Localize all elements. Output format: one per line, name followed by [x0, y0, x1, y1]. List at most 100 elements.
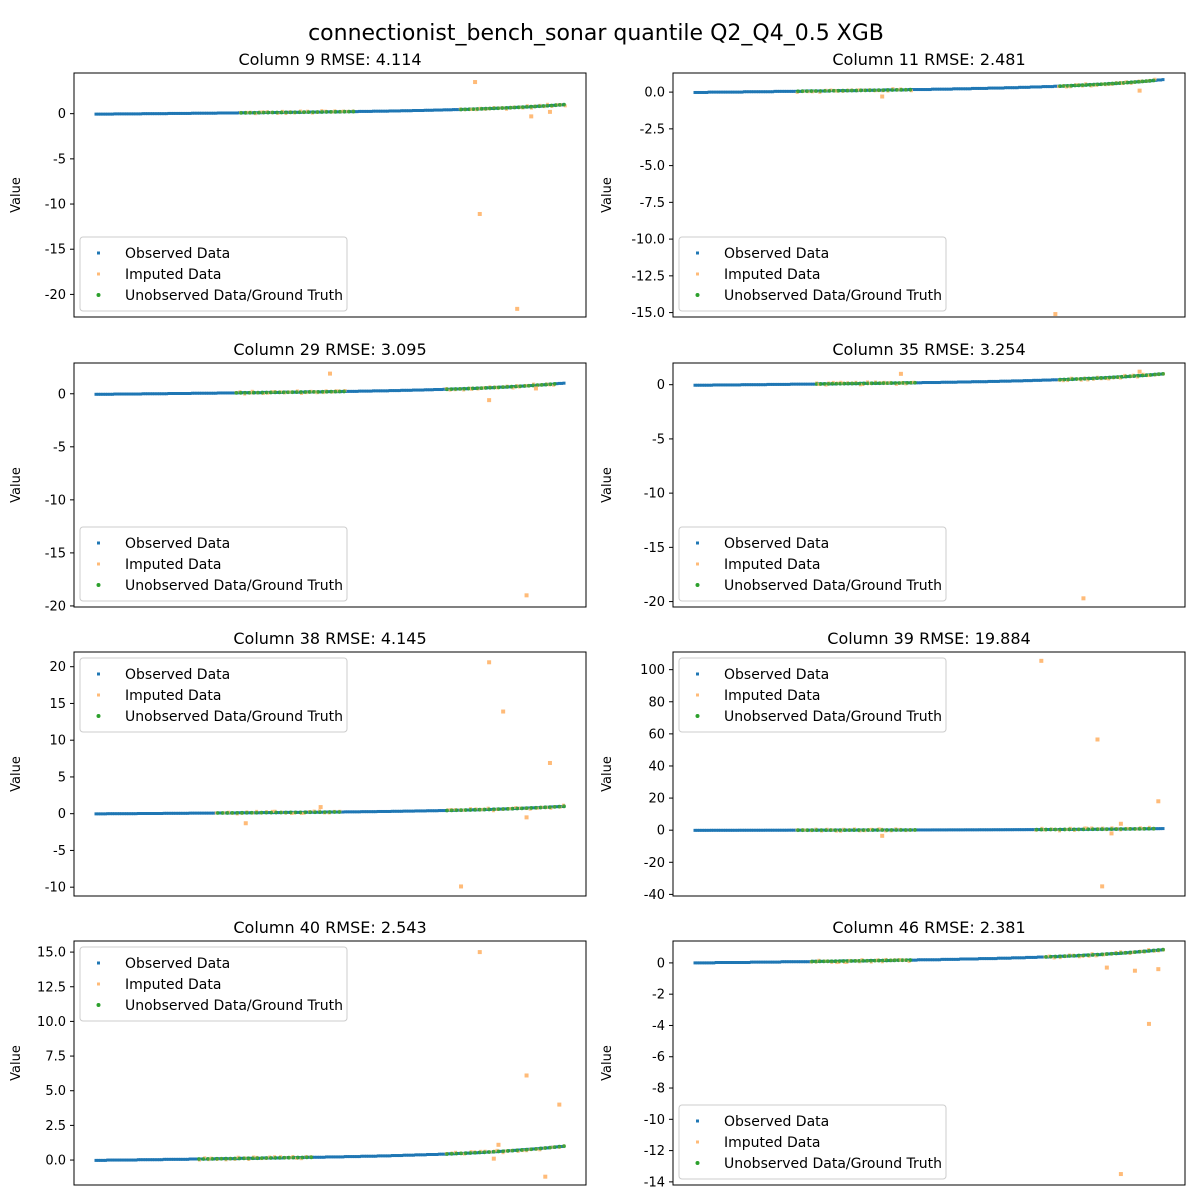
subplot-title: Column 38 RMSE: 4.145: [233, 629, 426, 648]
unobserved-point: [496, 1149, 501, 1154]
observed-point: [1159, 78, 1163, 82]
unobserved-point: [1137, 826, 1142, 831]
observed-point: [296, 810, 300, 814]
imputed-outlier: [1137, 88, 1142, 93]
observed-point: [782, 382, 786, 386]
observed-point: [933, 828, 937, 832]
unobserved-point: [250, 1156, 255, 1161]
observed-point: [1027, 828, 1031, 832]
observed-point: [780, 960, 784, 964]
subplot-title: Column 11 RMSE: 2.481: [832, 50, 1025, 69]
unobserved-point: [857, 958, 862, 963]
observed-point: [174, 392, 178, 395]
observed-point: [980, 828, 984, 832]
observed-point: [143, 112, 147, 116]
legend-label-unobserved: Unobserved Data/Ground Truth: [724, 288, 942, 304]
observed-point: [1018, 828, 1022, 832]
observed-point: [348, 810, 352, 814]
unobserved-point: [463, 107, 468, 112]
observed-point: [193, 1157, 197, 1161]
observed-point: [430, 809, 434, 813]
observed-point: [435, 108, 439, 112]
observed-point: [202, 811, 206, 815]
y-axis-label: Value: [600, 1045, 615, 1081]
observed-point: [980, 86, 984, 90]
observed-point: [390, 1154, 394, 1158]
observed-point: [169, 392, 173, 395]
unobserved-point: [491, 807, 496, 812]
observed-point: [188, 392, 192, 395]
observed-point: [190, 811, 194, 815]
observed-point: [160, 112, 164, 116]
unobserved-point: [463, 1151, 468, 1156]
unobserved-point: [509, 384, 514, 389]
observed-point: [207, 391, 211, 395]
observed-point: [1149, 827, 1153, 831]
unobserved-point: [829, 959, 834, 964]
legend-box: [678, 657, 947, 733]
observed-point: [789, 89, 793, 93]
observed-point: [1008, 86, 1012, 90]
observed-point: [780, 89, 784, 93]
observed-point: [150, 1158, 154, 1162]
legend-label-imputed: Imputed Data: [125, 688, 221, 704]
observed-point: [350, 389, 354, 393]
unobserved-point: [468, 1151, 473, 1155]
unobserved-point: [1118, 951, 1123, 956]
observed-point: [99, 112, 103, 116]
observed-point: [160, 812, 164, 816]
imputed-outlier: [1039, 658, 1044, 663]
observed-point: [160, 1158, 164, 1162]
observed-point: [172, 811, 176, 815]
observed-point: [794, 382, 798, 386]
observed-point: [134, 392, 138, 396]
observed-point: [926, 381, 930, 385]
unobserved-point: [1044, 827, 1048, 832]
observed-point: [404, 388, 408, 392]
observed-point: [172, 1157, 176, 1161]
observed-point: [709, 961, 713, 965]
observed-point: [700, 828, 704, 832]
observed-point: [1022, 85, 1026, 89]
unobserved-point: [1103, 82, 1107, 86]
unobserved-point: [1084, 83, 1089, 87]
observed-point: [103, 1158, 107, 1162]
observed-point: [397, 389, 401, 393]
observed-point: [1008, 379, 1012, 383]
observed-point: [146, 812, 150, 816]
observed-point: [334, 1155, 338, 1159]
unobserved-point: [240, 810, 244, 815]
observed-point: [205, 811, 209, 815]
unobserved-point: [534, 1146, 538, 1151]
observed-point: [393, 1154, 397, 1158]
unobserved-point: [317, 810, 322, 815]
observed-point: [407, 1153, 411, 1157]
unobserved-point: [901, 381, 906, 385]
unobserved-point: [526, 383, 531, 388]
observed-point: [717, 828, 721, 832]
observed-point: [409, 809, 413, 813]
legend-marker-observed: [97, 251, 100, 255]
unobserved-point: [833, 959, 838, 964]
axes-frame: [672, 72, 1186, 318]
y-tick-label: -20: [644, 856, 665, 871]
unobserved-point: [505, 385, 510, 389]
observed-point: [698, 90, 702, 94]
unobserved-point: [264, 810, 269, 815]
observed-point: [212, 111, 216, 115]
unobserved-point: [529, 806, 534, 810]
observed-point: [700, 383, 704, 387]
observed-point: [546, 1146, 550, 1150]
observed-point: [141, 1158, 145, 1162]
observed-point: [1025, 955, 1029, 959]
unobserved-point: [269, 810, 274, 815]
observed-point: [169, 1157, 173, 1161]
subplot-7: Column 40 RMSE: 2.543 15.0 12.5 10.0 7.5 5.0 2…: [9, 918, 587, 1186]
observed-point: [728, 828, 732, 832]
unobserved-point: [805, 828, 810, 833]
observed-point: [705, 383, 709, 387]
observed-point: [749, 960, 753, 964]
imputed-outlier: [318, 805, 323, 810]
unobserved-point: [904, 958, 909, 963]
observed-point: [393, 109, 397, 113]
